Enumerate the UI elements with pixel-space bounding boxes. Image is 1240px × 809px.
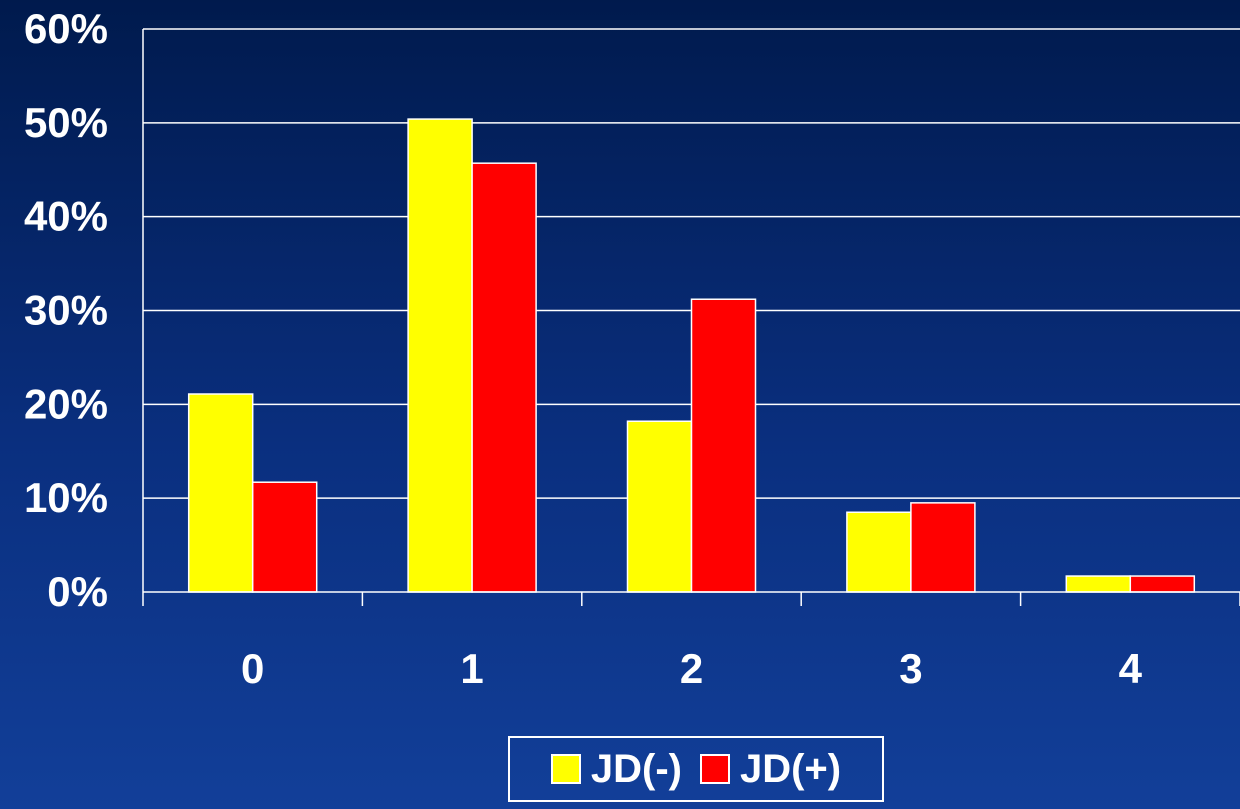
bar-jd-plus-2 <box>690 298 757 593</box>
y-tick-label: 50% <box>24 99 108 146</box>
y-tick-label: 0% <box>47 568 108 615</box>
bar-jd-plus-4 <box>1129 575 1196 593</box>
legend-label-jd-plus: JD(+) <box>739 746 842 791</box>
y-tick-label: 60% <box>24 5 108 52</box>
y-tick-labels: 0% 10% 20% 30% 40% 50% 60% <box>24 5 108 615</box>
y-tick-label: 10% <box>24 474 108 521</box>
x-tick-label: 3 <box>899 645 922 692</box>
legend-swatch-jd-plus <box>699 754 730 784</box>
bar-jd-minus-4 <box>1065 575 1132 593</box>
legend-label-jd-minus: JD(-) <box>590 746 682 791</box>
x-tick-label: 1 <box>460 645 483 692</box>
x-tick-label: 4 <box>1119 645 1143 692</box>
x-tick-label: 2 <box>680 645 703 692</box>
legend-item-jd-minus: JD(-) <box>550 746 682 792</box>
bars <box>187 118 1196 593</box>
y-tick-label: 30% <box>24 287 108 334</box>
bar-jd-minus-0 <box>187 393 254 593</box>
axes <box>142 29 1240 606</box>
bar-jd-plus-3 <box>910 502 976 593</box>
legend-swatch-jd-minus <box>550 754 581 784</box>
y-tick-label: 40% <box>24 193 108 240</box>
x-tick-label: 0 <box>241 645 264 692</box>
x-tick-labels: 0 1 2 3 4 <box>241 645 1143 692</box>
y-tick-label: 20% <box>24 380 108 427</box>
bar-jd-plus-0 <box>251 481 318 593</box>
legend-item-jd-plus: JD(+) <box>699 746 842 792</box>
bar-jd-minus-2 <box>626 420 693 593</box>
bar-jd-minus-3 <box>846 511 912 593</box>
legend: JD(-) JD(+) <box>508 736 884 802</box>
bar-jd-plus-1 <box>471 162 537 593</box>
bar-jd-minus-1 <box>407 118 473 593</box>
